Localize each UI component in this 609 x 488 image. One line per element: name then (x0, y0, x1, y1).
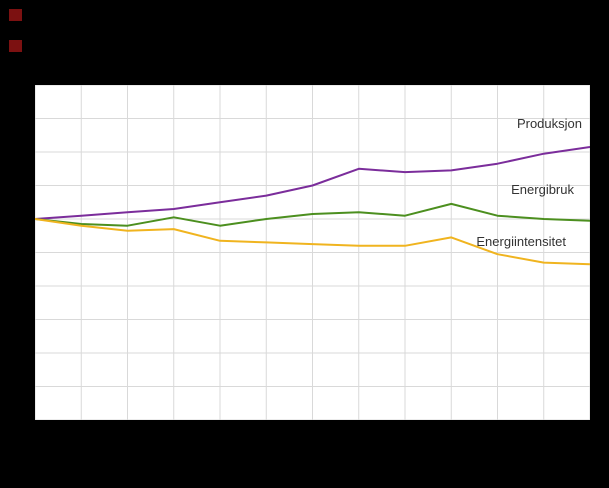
series-label-energiintensitet: Energiintensitet (476, 234, 566, 249)
series-label-energibruk: Energibruk (511, 182, 574, 197)
series-label-produksjon: Produksjon (516, 116, 582, 131)
plot-area: Produksjon Energibruk Energiintensitet (35, 85, 590, 420)
line-chart (35, 85, 590, 420)
logo-mark-icon (9, 40, 22, 52)
logo-mark-icon (9, 9, 22, 21)
